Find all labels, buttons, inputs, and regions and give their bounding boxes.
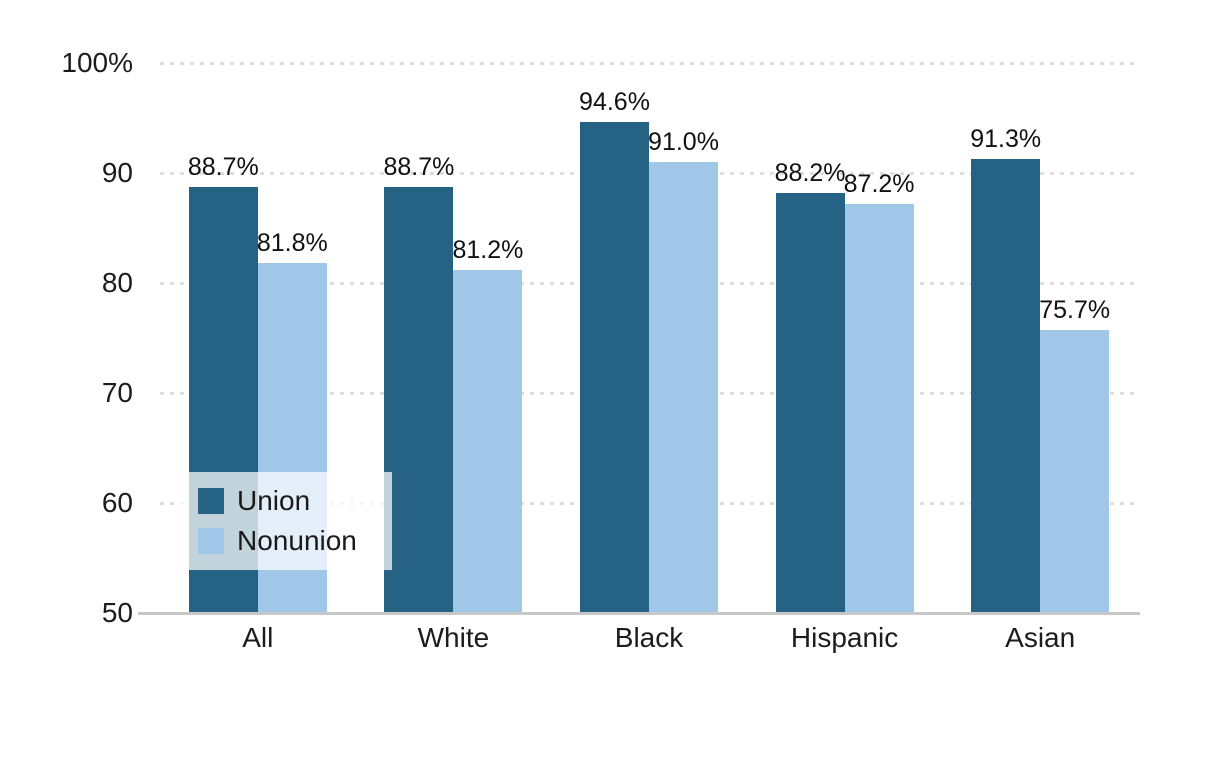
value-label-nonunion-black: 91.0% bbox=[648, 128, 719, 156]
legend-label-nonunion: Nonunion bbox=[237, 525, 357, 556]
legend-swatch-nonunion bbox=[198, 528, 224, 554]
x-category-label-all: All bbox=[242, 622, 274, 653]
value-label-union-all: 88.7% bbox=[187, 153, 259, 182]
bar-nonunion-asian bbox=[1040, 330, 1110, 613]
y-tick-label: 80 bbox=[101, 267, 133, 298]
bar-nonunion-white bbox=[453, 269, 523, 613]
legend-label-union: Union bbox=[237, 485, 311, 516]
value-label-union-hispanic: 88.2% bbox=[774, 158, 846, 187]
bar-union-black bbox=[580, 122, 649, 613]
legend-item-nonunion: Nonunion bbox=[198, 527, 392, 555]
legend: Union Nonunion bbox=[180, 472, 392, 570]
value-label-union-white: 88.7% bbox=[383, 153, 455, 182]
value-label-nonunion-asian: 75.7% bbox=[1039, 296, 1111, 325]
bar-union-white bbox=[384, 187, 454, 613]
bar-nonunion-hispanic bbox=[844, 203, 914, 613]
value-label-union-asian: 91.3% bbox=[970, 124, 1042, 153]
x-category-label-hispanic: Hispanic bbox=[790, 622, 899, 653]
x-category-label-asian: Asian bbox=[1005, 622, 1076, 653]
x-category-label-white: White bbox=[417, 622, 490, 653]
y-tick-label: 100% bbox=[61, 47, 133, 78]
value-label-nonunion-white: 81.2% bbox=[452, 235, 524, 264]
legend-item-union: Union bbox=[198, 487, 392, 515]
y-tick-label: 70 bbox=[101, 377, 133, 408]
x-category-label-black: Black bbox=[614, 622, 684, 653]
y-tick-label: 50 bbox=[101, 597, 133, 628]
legend-swatch-union bbox=[198, 488, 224, 514]
bar-nonunion-black bbox=[649, 162, 718, 613]
x-axis-baseline bbox=[138, 612, 1140, 615]
value-label-union-black: 94.6% bbox=[579, 88, 650, 117]
gridline bbox=[160, 62, 1138, 65]
bar-union-asian bbox=[971, 158, 1041, 613]
bar-union-hispanic bbox=[775, 192, 845, 613]
y-tick-label: 60 bbox=[101, 487, 133, 518]
y-tick-label: 90 bbox=[101, 157, 133, 188]
value-label-nonunion-all: 81.8% bbox=[256, 229, 328, 258]
value-label-nonunion-hispanic: 87.2% bbox=[843, 169, 915, 198]
